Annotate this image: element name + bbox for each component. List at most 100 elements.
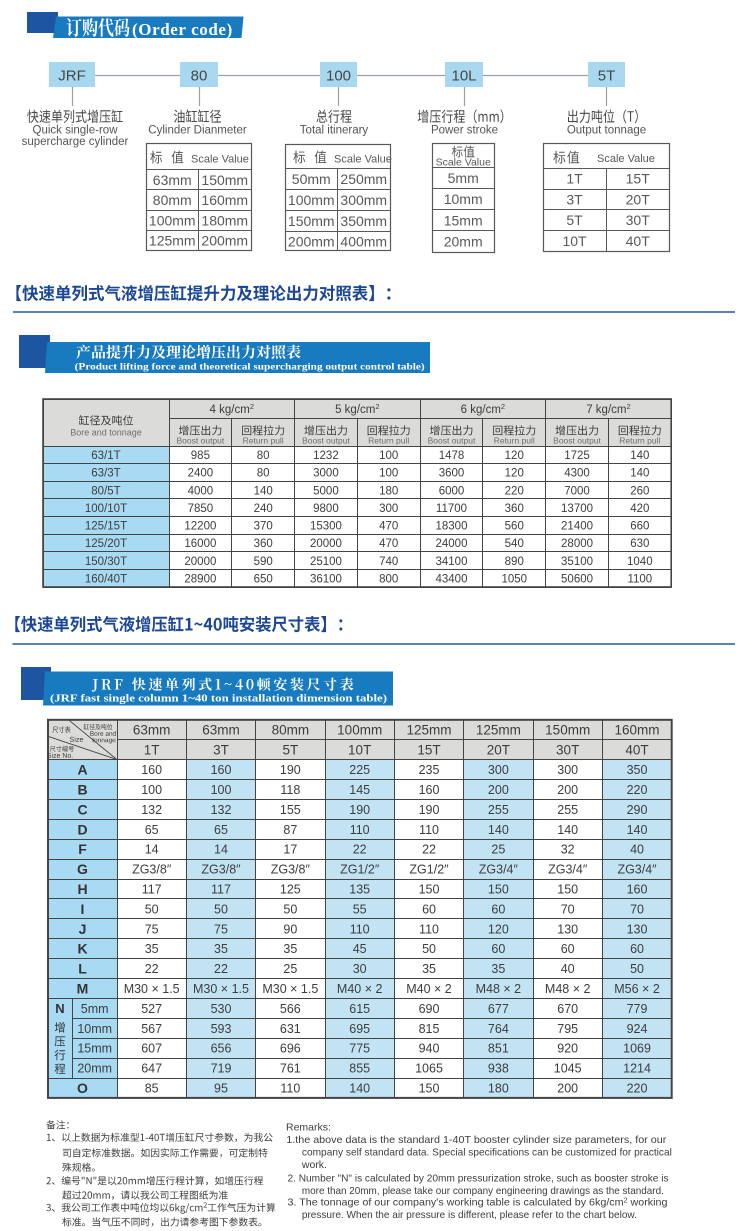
svg-text:10T: 10T <box>562 233 587 249</box>
svg-text:593: 593 <box>211 1022 232 1036</box>
svg-text:63/3T: 63/3T <box>91 468 120 480</box>
svg-text:5T: 5T <box>566 212 583 228</box>
svg-text:28000: 28000 <box>561 538 593 550</box>
svg-text:255: 255 <box>488 803 509 817</box>
svg-text:1T: 1T <box>566 171 583 187</box>
svg-text:M30 × 1.5: M30 × 1.5 <box>193 982 249 996</box>
svg-text:5T: 5T <box>282 742 298 757</box>
svg-text:360: 360 <box>505 503 524 515</box>
svg-text:35: 35 <box>145 942 159 956</box>
svg-text:160: 160 <box>419 783 440 797</box>
svg-text:140: 140 <box>630 450 649 462</box>
svg-text:22: 22 <box>214 962 228 976</box>
svg-text:240: 240 <box>254 503 273 515</box>
svg-text:34100: 34100 <box>435 556 467 568</box>
svg-text:1T: 1T <box>144 742 160 757</box>
svg-text:18300: 18300 <box>435 521 467 533</box>
svg-text:(Product lifting force and the: (Product lifting force and theoretical s… <box>75 361 425 372</box>
svg-text:155: 155 <box>280 803 301 817</box>
svg-text:Total itinerary: Total itinerary <box>300 125 369 137</box>
svg-text:Bore and tonnage: Bore and tonnage <box>70 428 142 438</box>
svg-text:1478: 1478 <box>439 450 465 462</box>
svg-text:80: 80 <box>191 68 208 85</box>
svg-text:25: 25 <box>491 843 505 857</box>
svg-text:135: 135 <box>349 882 370 896</box>
svg-text:779: 779 <box>627 1002 648 1016</box>
svg-text:160mm: 160mm <box>201 192 248 208</box>
svg-text:145: 145 <box>349 783 370 797</box>
svg-text:3. The tonnage of our company': 3. The tonnage of our company's working … <box>288 1197 668 1209</box>
svg-text:110: 110 <box>350 823 370 837</box>
svg-text:17: 17 <box>283 843 297 857</box>
svg-text:(JRF fast single column 1~40 t: (JRF fast single column 1~40 ton install… <box>50 693 387 704</box>
svg-text:50: 50 <box>214 902 228 916</box>
svg-text:2400: 2400 <box>188 468 214 480</box>
svg-text:ZG3/4″: ZG3/4″ <box>548 863 588 877</box>
svg-text:M56 × 2: M56 × 2 <box>614 982 660 996</box>
svg-text:16000: 16000 <box>184 538 216 550</box>
svg-text:63mm: 63mm <box>133 723 171 738</box>
svg-text:Power stroke: Power stroke <box>431 125 498 137</box>
svg-text:10mm: 10mm <box>77 1022 112 1036</box>
svg-text:55: 55 <box>353 902 367 916</box>
svg-text:C: C <box>77 801 87 817</box>
svg-text:80mm: 80mm <box>272 723 310 738</box>
svg-text:work.: work. <box>301 1159 327 1171</box>
svg-text:F: F <box>78 841 87 857</box>
svg-text:M48 × 2: M48 × 2 <box>476 982 522 996</box>
svg-text:5000: 5000 <box>313 485 339 497</box>
svg-text:985: 985 <box>191 450 210 462</box>
svg-text:Boost output: Boost output <box>553 436 601 446</box>
svg-text:1069: 1069 <box>623 1042 651 1056</box>
svg-text:140: 140 <box>557 823 578 837</box>
svg-text:Scale Value: Scale Value <box>191 153 249 165</box>
svg-text:10mm: 10mm <box>444 191 483 207</box>
svg-text:15mm: 15mm <box>444 212 483 228</box>
svg-text:63mm: 63mm <box>202 723 240 738</box>
svg-text:120: 120 <box>488 922 509 936</box>
svg-text:761: 761 <box>280 1062 301 1076</box>
svg-text:H: H <box>77 881 87 897</box>
svg-text:20T: 20T <box>487 742 510 757</box>
svg-text:855: 855 <box>349 1062 370 1076</box>
svg-text:530: 530 <box>211 1002 232 1016</box>
svg-text:ZG3/4″: ZG3/4″ <box>617 863 657 877</box>
svg-text:80: 80 <box>257 450 270 462</box>
svg-text:140: 140 <box>627 823 648 837</box>
svg-text:940: 940 <box>419 1042 440 1056</box>
svg-text:100: 100 <box>141 783 162 797</box>
svg-text:220: 220 <box>627 783 648 797</box>
svg-text:ZG3/8″: ZG3/8″ <box>132 863 172 877</box>
svg-text:118: 118 <box>280 783 300 797</box>
svg-text:132: 132 <box>141 803 162 817</box>
svg-text:125/20T: 125/20T <box>85 538 127 550</box>
svg-text:70: 70 <box>630 902 644 916</box>
svg-text:220: 220 <box>505 485 524 497</box>
svg-text:125mm: 125mm <box>407 723 452 738</box>
svg-text:60: 60 <box>491 942 505 956</box>
svg-text:132: 132 <box>211 803 232 817</box>
svg-text:2. Number "N" is calculated by: 2. Number "N" is calculated by 20mm pres… <box>288 1172 669 1184</box>
svg-text:200: 200 <box>557 1081 578 1095</box>
svg-text:100: 100 <box>379 468 398 480</box>
svg-text:300: 300 <box>488 763 509 777</box>
svg-text:35: 35 <box>491 962 505 976</box>
svg-text:150: 150 <box>419 1081 440 1095</box>
svg-text:180mm: 180mm <box>201 212 248 228</box>
svg-text:400mm: 400mm <box>340 233 387 249</box>
svg-text:7000: 7000 <box>564 485 590 497</box>
svg-text:M40 × 2: M40 × 2 <box>337 982 383 996</box>
svg-text:J: J <box>79 921 87 937</box>
svg-text:255: 255 <box>557 803 578 817</box>
svg-text:160/40T: 160/40T <box>85 573 127 585</box>
svg-text:615: 615 <box>349 1002 370 1016</box>
svg-text:938: 938 <box>488 1062 509 1076</box>
svg-text:more than 20mm, please take ou: more than 20mm, please take our company … <box>302 1185 664 1197</box>
svg-text:1065: 1065 <box>415 1062 443 1076</box>
svg-text:15T: 15T <box>417 742 440 757</box>
svg-text:420: 420 <box>630 503 649 515</box>
svg-text:5 kg/cm2: 5 kg/cm2 <box>335 402 379 416</box>
svg-text:G: G <box>77 861 88 877</box>
svg-text:290: 290 <box>627 803 648 817</box>
svg-text:95: 95 <box>214 1081 228 1095</box>
